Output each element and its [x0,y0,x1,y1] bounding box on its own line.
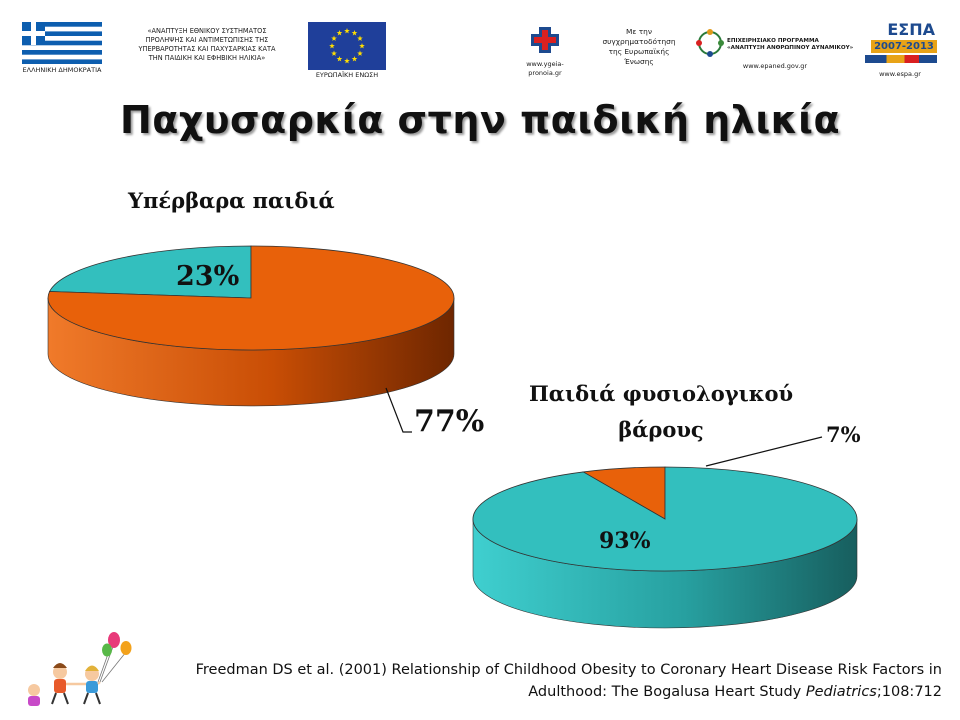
cofund-line: Με την [626,27,652,36]
eu-star-icon [357,50,363,56]
ministry-line: ΠΡΟΛΗΨΗΣ ΚΑΙ ΑΝΤΙΜΕΤΩΠΙΣΗΣ ΤΗΣ [145,35,269,44]
leader-line-7 [705,436,823,467]
epaned-line: ΕΠΙΧΕΙΡΗΣΙΑΚΟ ΠΡΟΓΡΑΜΜΑ [727,38,819,44]
espa-years: 2007-2013 [871,40,937,53]
espa-bars-icon [865,55,937,63]
eu-star-icon [331,50,337,56]
citation-line1: Freedman DS et al. (2001) Relationship o… [195,662,942,678]
epaned-url: www.epaned.gov.gr [742,62,808,70]
eu-star-icon [344,28,350,34]
eu-star-icon [359,43,365,49]
page-title: Παχυσαρκία στην παιδική ηλικία [119,98,841,142]
eu-caption: ΕΥΡΩΠΑΪΚΗ ΕΝΩΣΗ [315,71,379,79]
chart-title-normal-weight-line2: βάρους [618,417,703,442]
citation-line2-text: Adulthood: The Bogalusa Heart Study [528,683,806,700]
epaned-line: «ΑΝΑΠΤΥΞΗ ΑΝΘΡΩΠΙΝΟΥ ΔΥΝΑΜΙΚΟΥ» [727,44,854,51]
children-balloons-illustration [28,632,132,706]
eu-star-icon [351,30,358,36]
citation-line2: Adulthood: The Bogalusa Heart Study Pedi… [196,682,942,704]
pie-chart-normal-weight: Παιδιά φυσιολογικού βάρους 7% 93% [472,381,861,629]
eu-star-icon [357,35,363,41]
citation-volume: ;108:712 [876,683,942,700]
eu-star-icon [344,58,350,64]
cofund-line: της Ευρωπαϊκής [608,46,670,56]
eu-star-icon [351,55,358,62]
pie-chart-overweight: Υπέρβαρα παιδιά 23% 77% [47,188,484,439]
espa-url: www.espa.gr [879,70,921,78]
epaned-program-text: ΕΠΙΧΕΙΡΗΣΙΑΚΟ ΠΡΟΓΡΑΜΜΑ «ΑΝΑΠΤΥΞΗ ΑΝΘΡΩΠ… [727,38,855,51]
citation: Freedman DS et al. (2001) Relationship o… [196,660,942,704]
eu-star-icon [336,55,343,62]
cofund-line: συγχρηματοδότηση [602,36,676,46]
data-label-77: 77% [414,404,484,439]
ygeia-url: www.ygeia-pronoia.gr [526,60,564,77]
ministry-line: «ΑΝΑΠΤΥΞΗ ΕΘΝΙΚΟΥ ΣΥΣΤΗΜΑΤΟΣ [147,27,267,35]
epaned-emblem-icon [696,29,724,57]
citation-journal: Pediatrics [805,683,877,700]
eu-star-icon [331,35,337,41]
chart-title-overweight: Υπέρβαρα παιδιά [127,188,335,213]
ministry-line: ΥΠΕΡΒΑΡΟΤΗΤΑΣ ΚΑΙ ΠΑΧΥΣΑΡΚΙΑΣ ΚΑΤΑ [138,44,276,53]
eu-star-icon [329,43,335,49]
espa-logo: ΕΣΠΑ 2007-2013 [861,20,939,68]
leader-line-77 [385,387,412,433]
cofund-line: Ένωσης [624,56,654,66]
pie-slice-normal-93 [472,466,858,572]
eu-star-icon [336,30,343,36]
greek-flag-icon [22,22,102,64]
cofunding-text: Με την συγχρηματοδότηση της Ευρωπαϊκής Έ… [591,27,687,67]
data-label-93: 93% [599,528,651,554]
data-label-23: 23% [176,261,239,292]
ministry-line: ΤΗΝ ΠΑΙΔΙΚΗ ΚΑΙ ΕΦΗΒΙΚΗ ΗΛΙΚΙΑ» [148,53,266,62]
espa-title: ΕΣΠΑ [887,20,935,39]
data-label-7: 7% [826,422,861,447]
pie-slice-overweight-23 [48,245,252,299]
ministry-program-text: «ΑΝΑΠΤΥΞΗ ΕΘΝΙΚΟΥ ΣΥΣΤΗΜΑΤΟΣ ΠΡΟΛΗΨΗΣ ΚΑ… [118,27,296,63]
flag-caption: ΕΛΛΗΝΙΚΗ ΔΗΜΟΚΡΑΤΙΑ [22,66,102,74]
chart-title-normal-weight-line1: Παιδιά φυσιολογικού [529,381,793,406]
eu-flag-icon [308,22,386,70]
health-cross-icon [531,27,559,53]
pie-slice-overweight-77 [47,245,455,351]
header-logo-bar: ΕΛΛΗΝΙΚΗ ΔΗΜΟΚΡΑΤΙΑ «ΑΝΑΠΤΥΞΗ ΕΘΝΙΚΟΥ ΣΥ… [0,0,960,90]
